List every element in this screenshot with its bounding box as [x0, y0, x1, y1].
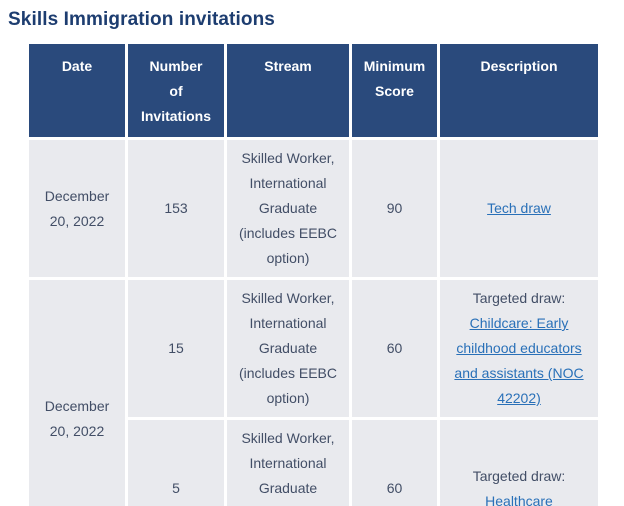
- invitations-cell: 153: [128, 140, 224, 277]
- table-row: December 20, 2022 15 Skilled Worker, Int…: [29, 280, 598, 506]
- tech-draw-link[interactable]: Tech draw: [487, 200, 551, 216]
- min-score-cell: 60: [352, 420, 437, 506]
- stream-cell: Skilled Worker, International Graduate (…: [227, 420, 349, 506]
- description-prefix: Targeted draw:: [472, 290, 566, 306]
- header-row: Date Number of Invitations Stream Minimu…: [29, 44, 598, 137]
- invitations-cell: 15: [128, 280, 224, 417]
- column-header-date: Date: [29, 44, 125, 137]
- min-score-cell: 60: [352, 280, 437, 417]
- table-row: December 20, 2022 153 Skilled Worker, In…: [29, 140, 598, 277]
- stream-cell: Skilled Worker, International Graduate (…: [227, 140, 349, 277]
- column-header-stream: Stream: [227, 44, 349, 137]
- column-header-number-of-invitations: Number of Invitations: [128, 44, 224, 137]
- invitations-table: Date Number of Invitations Stream Minimu…: [26, 41, 601, 506]
- date-cell: December 20, 2022: [29, 280, 125, 506]
- description-cell: Tech draw: [440, 140, 598, 277]
- table-row: 5 Skilled Worker, International Graduate…: [29, 420, 598, 506]
- invitations-cell: 5: [128, 420, 224, 506]
- stream-cell: Skilled Worker, International Graduate (…: [227, 280, 349, 417]
- description-prefix: Targeted draw:: [472, 467, 566, 484]
- page-title: Skills Immigration invitations: [8, 9, 275, 30]
- column-header-description: Description: [440, 44, 598, 137]
- min-score-cell: 90: [352, 140, 437, 277]
- healthcare-link[interactable]: Healthcare: [485, 492, 553, 506]
- description-cell: Targeted draw: Healthcare: [440, 420, 598, 506]
- description-cell: Targeted draw: Childcare: Early childhoo…: [440, 280, 598, 417]
- column-header-minimum-score: Minimum Score: [352, 44, 437, 137]
- date-cell: December 20, 2022: [29, 140, 125, 277]
- childcare-link[interactable]: Childcare: Early childhood educators and…: [454, 315, 584, 406]
